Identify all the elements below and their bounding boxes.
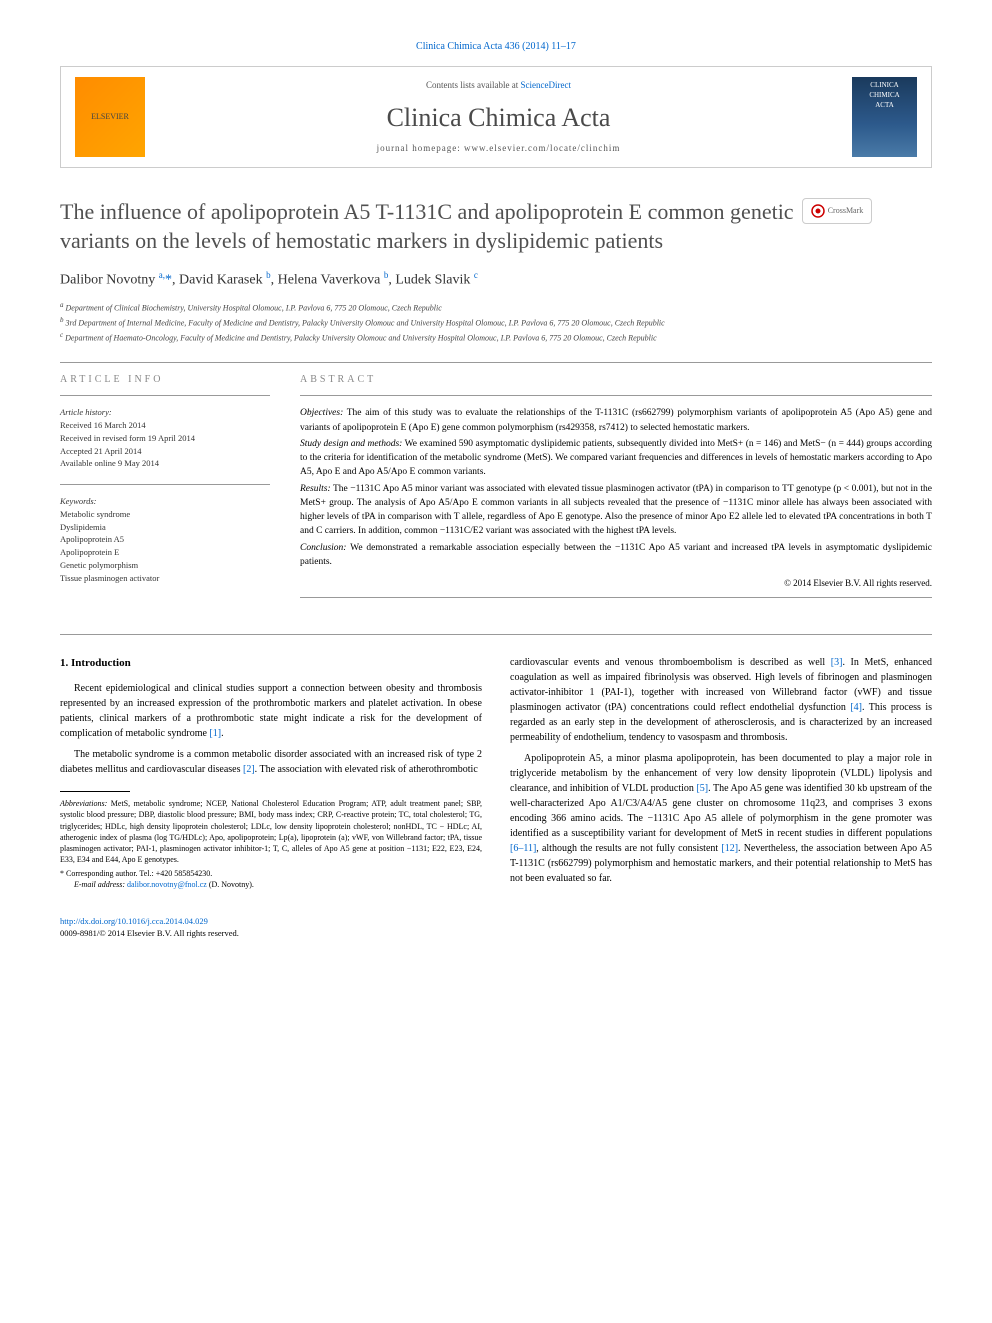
corr-label: * Corresponding author. Tel.: +420 58585… — [60, 869, 212, 878]
cite-3[interactable]: [3] — [831, 657, 843, 668]
article-info-col: ARTICLE INFO Article history: Received 1… — [60, 373, 270, 607]
crossmark-icon — [811, 204, 825, 218]
contents-line: Contents lists available at ScienceDirec… — [165, 79, 832, 92]
header-center: Contents lists available at ScienceDirec… — [165, 79, 832, 155]
results-label: Results: — [300, 484, 331, 494]
journal-name: Clinica Chimica Acta — [165, 100, 832, 136]
results-text: The −1131C Apo A5 minor variant was asso… — [300, 484, 932, 537]
keywords-label: Keywords: — [60, 495, 270, 508]
history-3: Available online 9 May 2014 — [60, 457, 270, 470]
cite-12[interactable]: [12] — [721, 843, 738, 854]
issn-copyright: 0009-8981/© 2014 Elsevier B.V. All right… — [60, 928, 932, 940]
affiliation-b-text: 3rd Department of Internal Medicine, Fac… — [66, 319, 665, 328]
contents-text: Contents lists available at — [426, 80, 520, 90]
homepage-label: journal homepage: — [377, 143, 464, 153]
cite-5[interactable]: [5] — [696, 783, 708, 794]
history-2: Accepted 21 April 2014 — [60, 445, 270, 458]
affiliation-b: b 3rd Department of Internal Medicine, F… — [60, 315, 932, 330]
history-0: Received 16 March 2014 — [60, 419, 270, 432]
sciencedirect-link[interactable]: ScienceDirect — [521, 80, 571, 90]
journal-cover: CLINICA CHIMICA ACTA — [852, 77, 917, 157]
section-1-title: 1. Introduction — [60, 655, 482, 672]
keyword-5: Tissue plasminogen activator — [60, 572, 270, 585]
objectives-text: The aim of this study was to evaluate th… — [300, 408, 932, 432]
cover-line1: CLINICA — [870, 81, 898, 91]
crossmark-badge[interactable]: CrossMark — [802, 198, 872, 224]
cite-2[interactable]: [2] — [243, 764, 255, 775]
affiliation-a-text: Department of Clinical Biochemistry, Uni… — [66, 304, 442, 313]
cite-6-11[interactable]: [6–11] — [510, 843, 536, 854]
homepage-url[interactable]: www.elsevier.com/locate/clinchim — [464, 143, 620, 153]
cover-line3: ACTA — [875, 101, 894, 111]
authors: Dalibor Novotny a,*, David Karasek b, He… — [60, 269, 932, 290]
keywords-block: Keywords: Metabolic syndrome Dyslipidemi… — [60, 495, 270, 584]
email-suffix: (D. Novotny). — [207, 880, 254, 889]
body-col-left: 1. Introduction Recent epidemiological a… — [60, 655, 482, 892]
body-columns: 1. Introduction Recent epidemiological a… — [60, 655, 932, 892]
keyword-0: Metabolic syndrome — [60, 508, 270, 521]
footer: http://dx.doi.org/10.1016/j.cca.2014.04.… — [60, 916, 932, 940]
crossmark-label: CrossMark — [828, 205, 864, 216]
abstract-divider — [300, 395, 932, 396]
abstract-text: Objectives: The aim of this study was to… — [300, 406, 932, 590]
email-label: E-mail address: — [74, 880, 127, 889]
journal-header: ELSEVIER Contents lists available at Sci… — [60, 66, 932, 168]
cite-4[interactable]: [4] — [850, 702, 862, 713]
affiliation-c-text: Department of Haemato-Oncology, Faculty … — [65, 333, 657, 342]
affiliation-c: c Department of Haemato-Oncology, Facult… — [60, 330, 932, 345]
article-title: The influence of apolipoprotein A5 T-113… — [60, 198, 842, 255]
main-divider — [60, 634, 932, 635]
abbrev-label: Abbreviations: — [60, 799, 107, 808]
abstract-copyright: © 2014 Elsevier B.V. All rights reserved… — [300, 577, 932, 591]
article-history: Article history: Received 16 March 2014 … — [60, 406, 270, 470]
doi-link[interactable]: http://dx.doi.org/10.1016/j.cca.2014.04.… — [60, 916, 208, 926]
elsevier-logo: ELSEVIER — [75, 77, 145, 157]
keyword-1: Dyslipidemia — [60, 521, 270, 534]
abstract-results: Results: The −1131C Apo A5 minor variant… — [300, 482, 932, 539]
email-link[interactable]: dalibor.novotny@fnol.cz — [127, 880, 207, 889]
cover-line2: CHIMICA — [869, 91, 899, 101]
history-label: Article history: — [60, 406, 270, 419]
keyword-4: Genetic polymorphism — [60, 559, 270, 572]
abbreviations-footnote: Abbreviations: MetS, metabolic syndrome;… — [60, 798, 482, 865]
cite-1[interactable]: [1] — [209, 728, 221, 739]
divider — [60, 362, 932, 363]
affiliation-a: a Department of Clinical Biochemistry, U… — [60, 300, 932, 315]
design-label: Study design and methods: — [300, 439, 402, 449]
para-1-end: . — [221, 728, 224, 739]
history-1: Received in revised form 19 April 2014 — [60, 432, 270, 445]
para-3: cardiovascular events and venous thrombo… — [510, 655, 932, 745]
para-2-mid: . The association with elevated risk of … — [255, 764, 478, 775]
abstract-divider2 — [300, 597, 932, 598]
corresponding-footnote: * Corresponding author. Tel.: +420 58585… — [60, 868, 482, 879]
abstract-col: ABSTRACT Objectives: The aim of this stu… — [300, 373, 932, 607]
body-col-right: cardiovascular events and venous thrombo… — [510, 655, 932, 892]
keyword-2: Apolipoprotein A5 — [60, 533, 270, 546]
para-3a: cardiovascular events and venous thrombo… — [510, 657, 831, 668]
info-abstract-row: ARTICLE INFO Article history: Received 1… — [60, 373, 932, 607]
abstract-conclusion: Conclusion: We demonstrated a remarkable… — [300, 541, 932, 570]
para-2: The metabolic syndrome is a common metab… — [60, 747, 482, 777]
keyword-3: Apolipoprotein E — [60, 546, 270, 559]
objectives-label: Objectives: — [300, 408, 343, 418]
para-1-text: Recent epidemiological and clinical stud… — [60, 683, 482, 739]
email-footnote: E-mail address: dalibor.novotny@fnol.cz … — [60, 879, 482, 890]
para-4c: , although the results are not fully con… — [536, 843, 721, 854]
para-4: Apolipoprotein A5, a minor plasma apolip… — [510, 751, 932, 886]
issue-citation[interactable]: Clinica Chimica Acta 436 (2014) 11–17 — [60, 40, 932, 54]
affiliations: a Department of Clinical Biochemistry, U… — [60, 300, 932, 344]
abstract-design: Study design and methods: We examined 59… — [300, 437, 932, 480]
info-divider2 — [60, 484, 270, 485]
title-block: CrossMark The influence of apolipoprotei… — [60, 198, 932, 255]
para-1: Recent epidemiological and clinical stud… — [60, 681, 482, 741]
abstract-objectives: Objectives: The aim of this study was to… — [300, 406, 932, 435]
footnote-separator — [60, 791, 130, 792]
article-info-label: ARTICLE INFO — [60, 373, 270, 387]
abstract-label: ABSTRACT — [300, 373, 932, 387]
journal-homepage: journal homepage: www.elsevier.com/locat… — [165, 142, 832, 155]
info-divider — [60, 395, 270, 396]
conclusion-text: We demonstrated a remarkable association… — [300, 543, 932, 567]
abbrev-text: MetS, metabolic syndrome; NCEP, National… — [60, 799, 482, 864]
conclusion-label: Conclusion: — [300, 543, 346, 553]
